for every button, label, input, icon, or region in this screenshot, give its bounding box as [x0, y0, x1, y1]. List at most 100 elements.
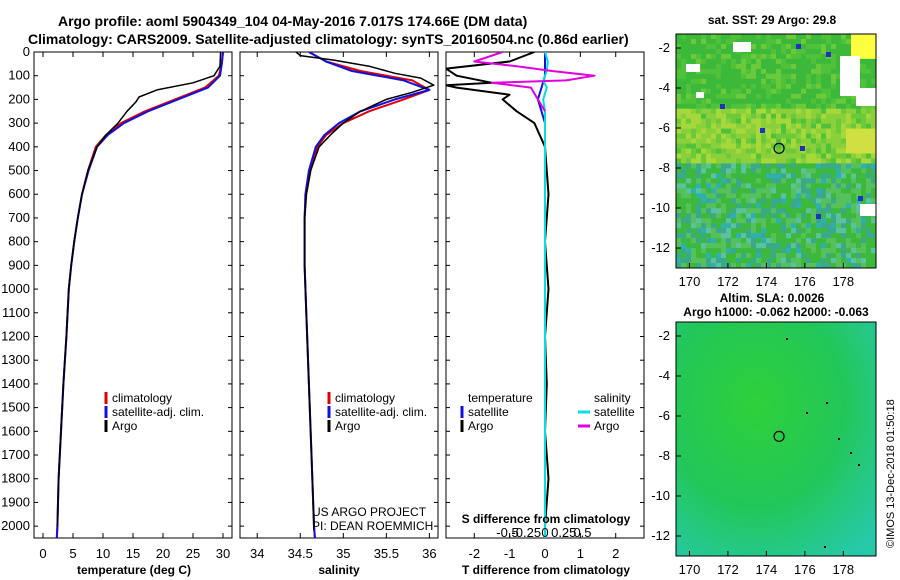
sst-cell — [791, 113, 797, 119]
sst-cell — [746, 203, 752, 209]
sst-cell — [746, 98, 752, 104]
sst-cell — [836, 158, 842, 164]
sst-cell — [736, 148, 742, 154]
sst-cell — [741, 213, 747, 219]
sst-cell — [811, 173, 817, 179]
sst-cell — [866, 253, 872, 259]
sst-cell — [806, 78, 812, 85]
sst-cell — [691, 133, 697, 139]
sla-map — [786, 338, 860, 548]
sst-cell — [786, 58, 792, 65]
sst-cell — [781, 128, 787, 134]
sst-cell — [676, 138, 682, 144]
sst-cell — [801, 173, 807, 179]
sst-cell — [701, 213, 707, 219]
sst-cell — [746, 178, 752, 184]
sst-cell — [691, 83, 697, 90]
depth-tick-label: 1700 — [1, 447, 30, 462]
sst-cell — [676, 203, 682, 209]
sst-cell — [811, 123, 817, 129]
sst-cell — [686, 38, 692, 45]
sst-cell — [786, 148, 792, 154]
sst-cell — [821, 183, 827, 189]
diff-legend-s-satellite-label: satellite — [594, 405, 635, 419]
sst-cell — [721, 108, 727, 114]
sst-cell — [831, 83, 837, 90]
sst-cell — [786, 253, 792, 259]
sst-cell — [706, 223, 712, 229]
sst-cell — [706, 53, 712, 60]
sst-cell — [796, 253, 802, 259]
sst-cell — [786, 163, 792, 169]
sst-cell — [706, 178, 712, 184]
sst-cell — [831, 48, 837, 55]
sst-cell — [716, 258, 722, 264]
sst-cell — [856, 223, 862, 229]
sst-cell — [871, 43, 877, 50]
sst-cell — [791, 188, 797, 194]
sst-cell — [686, 228, 692, 234]
sst-cell — [796, 34, 802, 40]
sst-cell — [726, 38, 732, 45]
sst-cell — [711, 148, 717, 154]
sst-cell — [806, 243, 812, 249]
sst-cell — [871, 83, 877, 90]
sst-cell — [776, 88, 782, 95]
sst-cell — [866, 103, 872, 109]
sst-cell — [706, 253, 712, 259]
sst-cell — [851, 213, 857, 219]
sst-cell — [756, 223, 762, 229]
sst-cell — [731, 153, 737, 159]
sst-cell — [696, 34, 702, 40]
sst-cell — [806, 83, 812, 90]
sst-cell — [831, 103, 837, 109]
sst-cell — [831, 253, 837, 259]
sst-cell — [771, 228, 777, 234]
sst-cell — [706, 183, 712, 189]
x-tick-label: 15 — [126, 546, 140, 561]
sst-cell — [701, 263, 707, 269]
sst-cell — [816, 183, 822, 189]
sst-cell — [781, 98, 787, 104]
sst-cell — [771, 243, 777, 249]
sst-cell — [686, 188, 692, 194]
sst-cell — [781, 53, 787, 60]
sst-cell — [791, 228, 797, 234]
sst-cell — [706, 43, 712, 50]
sst-cell — [751, 48, 757, 55]
sst-cell — [796, 128, 802, 134]
sst-cell — [861, 163, 867, 169]
sst-cell — [691, 163, 697, 169]
sst-cell — [851, 108, 857, 114]
sst-cell — [806, 103, 812, 109]
sst-cell — [831, 63, 837, 70]
sst-cell — [706, 248, 712, 254]
sst-cell — [836, 68, 842, 75]
sst-cell — [816, 243, 822, 249]
sst-cell — [771, 168, 777, 174]
sst-cell — [851, 158, 857, 164]
sst-cell — [841, 108, 847, 114]
sst-cell — [771, 88, 777, 95]
sst-cell — [766, 163, 772, 169]
sst-cell — [801, 243, 807, 249]
sst-cell — [686, 248, 692, 254]
sst-cell — [731, 218, 737, 224]
sst-cell — [796, 63, 802, 70]
sst-cell — [836, 258, 842, 264]
sst-cell — [821, 158, 827, 164]
sst-cell — [811, 48, 817, 55]
sst-cell — [746, 223, 752, 229]
sst-cell — [841, 208, 847, 214]
sst-cell — [871, 63, 877, 70]
sst-cell — [801, 34, 807, 40]
sst-cell — [746, 238, 752, 244]
sst-cell — [781, 83, 787, 90]
sst-cell — [716, 34, 722, 40]
sst-cell — [816, 83, 822, 90]
sst-cell — [751, 148, 757, 154]
sst-cell — [721, 258, 727, 264]
sst-cell — [816, 68, 822, 75]
sst-cell — [761, 148, 767, 154]
sst-cell — [751, 43, 757, 50]
